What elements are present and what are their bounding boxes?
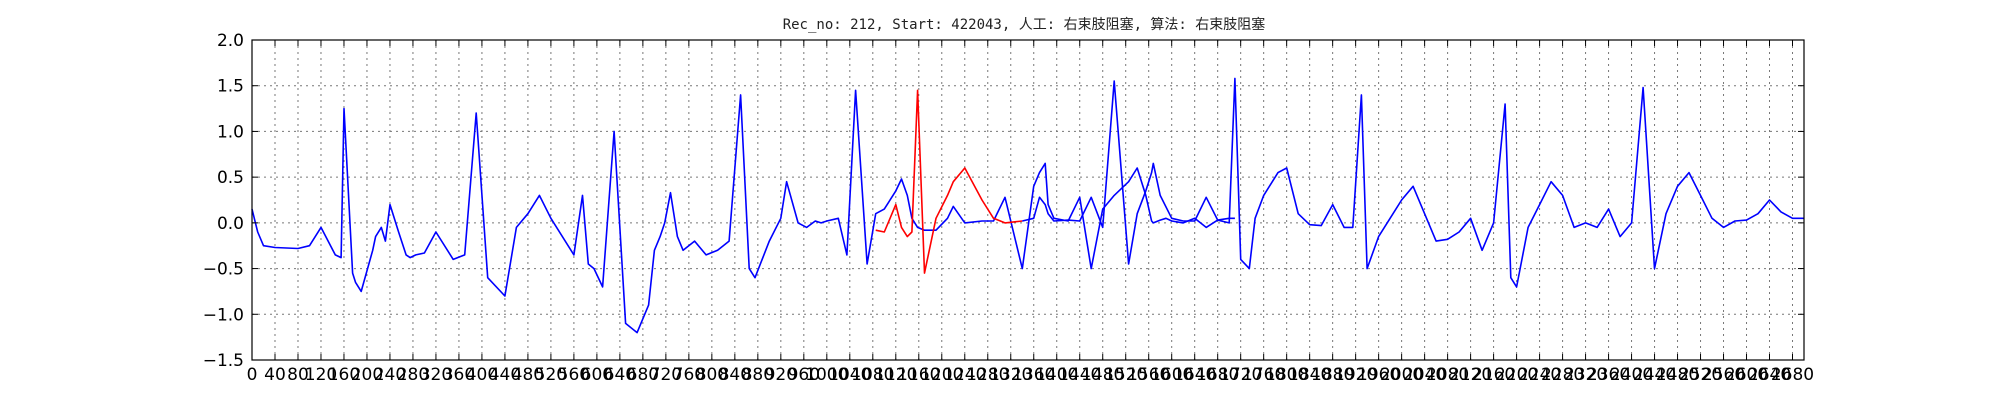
x-tick-label: 1760: [1242, 365, 1285, 385]
x-tick-label: 1160: [897, 365, 940, 385]
chart-title: Rec_no: 212, Start: 422043, 人工: 右束肢阻塞, 算…: [783, 16, 1266, 33]
y-tick-label: 2.0: [217, 31, 244, 51]
x-tick-label: 2560: [1702, 365, 1745, 385]
x-tick-label: 2240: [1518, 365, 1561, 385]
x-tick-label: 1240: [943, 365, 986, 385]
x-tick-label: 1680: [1196, 365, 1239, 385]
x-tick-label: 80: [287, 365, 309, 385]
y-tick-label: −0.5: [203, 260, 244, 280]
x-tick-label: 1120: [874, 365, 917, 385]
y-tick-label: 0.5: [217, 168, 244, 188]
x-tick-label: 1200: [920, 365, 963, 385]
x-tick-label: 1600: [1150, 365, 1193, 385]
y-axis: −1.5 −1.0 −0.5 0.0 0.5 1.0 1.5 2.0: [203, 31, 1804, 371]
x-tick-label: 1720: [1219, 365, 1262, 385]
x-tick-label: 600: [581, 365, 613, 385]
x-tick-label: 360: [443, 365, 475, 385]
y-tick-label: 0.0: [217, 214, 244, 234]
x-tick-label: 1520: [1104, 365, 1147, 385]
x-tick-label: 720: [650, 365, 682, 385]
series-line-ecg-after: [1022, 77, 1804, 288]
x-tick-label: 240: [374, 365, 406, 385]
x-tick-label: 760: [673, 365, 705, 385]
x-tick-label: 1320: [989, 365, 1032, 385]
x-tick-label: 120: [305, 365, 337, 385]
x-tick-label: 2280: [1541, 365, 1584, 385]
x-tick-label: 2160: [1472, 365, 1515, 385]
x-tick-label: 840: [719, 365, 751, 385]
series-layer: [251, 77, 1804, 334]
plot-frame: [251, 39, 1805, 361]
x-tick-label: 2080: [1426, 365, 1469, 385]
y-tick-label: −1.5: [203, 351, 244, 371]
x-tick-label: 1800: [1265, 365, 1308, 385]
x-tick-label: 0: [247, 365, 258, 385]
x-tick-label: 280: [397, 365, 429, 385]
x-tick-label: 2400: [1610, 365, 1653, 385]
x-tick-label: 1040: [828, 365, 871, 385]
x-tick-label: 400: [466, 365, 498, 385]
x-tick-label: 2040: [1403, 365, 1446, 385]
x-tick-label: 2640: [1748, 365, 1791, 385]
x-tick-label: 1640: [1173, 365, 1216, 385]
x-axis: 0 40 8012016020024028032036040044048052056…: [247, 40, 1814, 385]
x-tick-label: 2600: [1725, 365, 1768, 385]
x-tick-label: 680: [627, 365, 659, 385]
x-tick-label: 2680: [1771, 365, 1814, 385]
x-tick-label: 1080: [851, 365, 894, 385]
series-line-ecg-highlight: [875, 89, 1023, 274]
x-tick-label: 800: [696, 365, 728, 385]
x-tick-label: 2000: [1380, 365, 1423, 385]
x-tick-label: 1560: [1127, 365, 1170, 385]
x-tick-label: 1840: [1288, 365, 1331, 385]
x-tick-label: 2200: [1495, 365, 1538, 385]
y-tick-label: 1.0: [217, 122, 244, 142]
x-tick-label: 40: [264, 365, 286, 385]
x-tick-label: 2320: [1564, 365, 1607, 385]
x-tick-label: 2520: [1679, 365, 1722, 385]
x-tick-label: 520: [535, 365, 567, 385]
x-tick-label: 920: [765, 365, 797, 385]
y-tick-label: −1.0: [203, 305, 244, 325]
x-tick-label: 640: [604, 365, 636, 385]
x-tick-label: 1920: [1334, 365, 1377, 385]
x-tick-label: 320: [420, 365, 452, 385]
x-tick-label: 960: [788, 365, 820, 385]
x-tick-label: 200: [351, 365, 383, 385]
x-tick-label: 1000: [805, 365, 848, 385]
grid: [251, 39, 1804, 361]
x-tick-label: 2480: [1656, 365, 1699, 385]
x-tick-label: 560: [558, 365, 590, 385]
x-tick-label: 1440: [1058, 365, 1101, 385]
x-tick-label: 440: [489, 365, 521, 385]
x-tick-label: 480: [512, 365, 544, 385]
x-tick-label: 880: [742, 365, 774, 385]
x-tick-label: 2120: [1449, 365, 1492, 385]
x-tick-label: 1400: [1035, 365, 1078, 385]
x-tick-label: 1880: [1311, 365, 1354, 385]
x-tick-label: 1480: [1081, 365, 1124, 385]
x-tick-label: 2360: [1587, 365, 1630, 385]
x-tick-label: 1960: [1357, 365, 1400, 385]
y-tick-label: 1.5: [217, 77, 244, 97]
x-tick-label: 1280: [966, 365, 1009, 385]
x-tick-label: 1360: [1012, 365, 1055, 385]
x-tick-label: 2440: [1633, 365, 1676, 385]
x-tick-label: 160: [328, 365, 360, 385]
series-line-ecg-before: [251, 89, 1235, 334]
